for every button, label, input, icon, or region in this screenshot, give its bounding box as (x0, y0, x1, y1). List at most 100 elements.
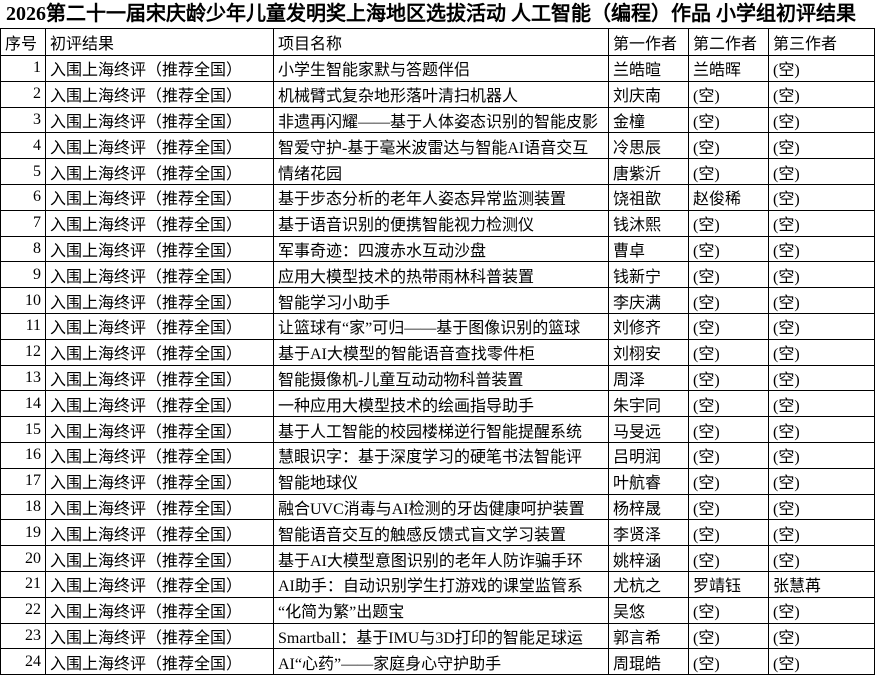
cell-row-number[interactable]: 6 (0, 183, 46, 211)
cell-author2[interactable]: (空) (688, 648, 769, 675)
cell-author3[interactable]: (空) (768, 519, 875, 547)
cell-author1[interactable]: 冷思辰 (608, 132, 689, 160)
cell-row-number[interactable]: 5 (0, 158, 46, 185)
cell-author1[interactable]: 刘修齐 (608, 312, 689, 340)
cell-project-name[interactable]: Smartball：基于IMU与3D打印的智能足球运 (273, 622, 609, 650)
cell-author2[interactable]: (空) (688, 493, 769, 521)
cell-row-number[interactable]: 7 (0, 209, 46, 237)
cell-project-name[interactable]: 情绪花园 (273, 158, 609, 185)
cell-author2[interactable]: (空) (688, 545, 769, 572)
cell-project-name[interactable]: 机械臂式复杂地形落叶清扫机器人 (273, 80, 609, 108)
cell-result[interactable]: 入围上海终评（推荐全国） (45, 648, 274, 675)
cell-project-name[interactable]: 基于AI大模型的智能语音查找零件柜 (273, 338, 609, 366)
cell-author1[interactable]: 李庆满 (608, 287, 689, 314)
column-header-no[interactable]: 序号 (0, 28, 46, 56)
cell-author2[interactable]: (空) (688, 364, 769, 392)
cell-author1[interactable]: 钱新宁 (608, 261, 689, 289)
cell-author1[interactable]: 刘栩安 (608, 338, 689, 366)
cell-project-name[interactable]: AI“心药”——家庭身心守护助手 (273, 648, 609, 675)
cell-author3[interactable]: (空) (768, 622, 875, 650)
column-header-author2[interactable]: 第二作者 (688, 28, 769, 56)
cell-row-number[interactable]: 2 (0, 80, 46, 108)
cell-result[interactable]: 入围上海终评（推荐全国） (45, 80, 274, 108)
cell-result[interactable]: 入围上海终评（推荐全国） (45, 390, 274, 418)
cell-result[interactable]: 入围上海终评（推荐全国） (45, 261, 274, 289)
cell-author2[interactable]: (空) (688, 416, 769, 443)
cell-author3[interactable]: (空) (768, 261, 875, 289)
cell-author3[interactable]: (空) (768, 80, 875, 108)
cell-author1[interactable]: 马旻远 (608, 416, 689, 443)
cell-author1[interactable]: 曹卓 (608, 235, 689, 263)
column-header-result[interactable]: 初评结果 (45, 28, 274, 56)
cell-project-name[interactable]: 智能学习小助手 (273, 287, 609, 314)
cell-project-name[interactable]: 智爱守护-基于毫米波雷达与智能AI语音交互 (273, 132, 609, 160)
cell-result[interactable]: 入围上海终评（推荐全国） (45, 441, 274, 469)
cell-author3[interactable]: (空) (768, 338, 875, 366)
cell-row-number[interactable]: 9 (0, 261, 46, 289)
cell-project-name[interactable]: 军事奇迹：四渡赤水互动沙盘 (273, 235, 609, 263)
cell-author1[interactable]: 刘庆南 (608, 80, 689, 108)
cell-author3[interactable]: (空) (768, 390, 875, 418)
cell-row-number[interactable]: 20 (0, 545, 46, 572)
cell-author2[interactable]: (空) (688, 132, 769, 160)
cell-result[interactable]: 入围上海终评（推荐全国） (45, 416, 274, 443)
cell-author1[interactable]: 吴悠 (608, 596, 689, 624)
cell-author3[interactable]: (空) (768, 106, 875, 134)
cell-author2[interactable]: (空) (688, 338, 769, 366)
cell-author1[interactable]: 叶航睿 (608, 467, 689, 495)
cell-row-number[interactable]: 3 (0, 106, 46, 134)
cell-author1[interactable]: 钱沐熙 (608, 209, 689, 237)
cell-author2[interactable]: (空) (688, 235, 769, 263)
cell-project-name[interactable]: 一种应用大模型技术的绘画指导助手 (273, 390, 609, 418)
cell-author2[interactable]: (空) (688, 209, 769, 237)
cell-project-name[interactable]: 应用大模型技术的热带雨林科普装置 (273, 261, 609, 289)
cell-author2[interactable]: (空) (688, 158, 769, 185)
cell-author2[interactable]: 赵俊稀 (688, 183, 769, 211)
column-header-project[interactable]: 项目名称 (273, 28, 609, 56)
cell-project-name[interactable]: 基于AI大模型意图识别的老年人防诈骗手环 (273, 545, 609, 572)
cell-author2[interactable]: 罗靖钰 (688, 570, 769, 598)
cell-result[interactable]: 入围上海终评（推荐全国） (45, 493, 274, 521)
cell-row-number[interactable]: 10 (0, 287, 46, 314)
cell-author3[interactable]: 张慧苒 (768, 570, 875, 598)
cell-author1[interactable]: 唐紫沂 (608, 158, 689, 185)
cell-author1[interactable]: 兰皓暄 (608, 55, 689, 82)
cell-author3[interactable]: (空) (768, 364, 875, 392)
column-header-author1[interactable]: 第一作者 (608, 28, 689, 56)
cell-author3[interactable]: (空) (768, 493, 875, 521)
cell-author3[interactable]: (空) (768, 209, 875, 237)
cell-author2[interactable]: (空) (688, 519, 769, 547)
cell-project-name[interactable]: 智能地球仪 (273, 467, 609, 495)
cell-author2[interactable]: (空) (688, 441, 769, 469)
cell-result[interactable]: 入围上海终评（推荐全国） (45, 622, 274, 650)
cell-author3[interactable]: (空) (768, 183, 875, 211)
column-header-author3[interactable]: 第三作者 (768, 28, 875, 56)
cell-author2[interactable]: (空) (688, 390, 769, 418)
cell-row-number[interactable]: 18 (0, 493, 46, 521)
cell-author3[interactable]: (空) (768, 158, 875, 185)
cell-author3[interactable]: (空) (768, 467, 875, 495)
cell-author3[interactable]: (空) (768, 55, 875, 82)
cell-row-number[interactable]: 15 (0, 416, 46, 443)
cell-project-name[interactable]: 慧眼识字：基于深度学习的硬笔书法智能评 (273, 441, 609, 469)
cell-result[interactable]: 入围上海终评（推荐全国） (45, 287, 274, 314)
cell-result[interactable]: 入围上海终评（推荐全国） (45, 519, 274, 547)
cell-author2[interactable]: 兰皓晖 (688, 55, 769, 82)
cell-row-number[interactable]: 13 (0, 364, 46, 392)
cell-project-name[interactable]: 基于人工智能的校园楼梯逆行智能提醒系统 (273, 416, 609, 443)
cell-author1[interactable]: 李贤泽 (608, 519, 689, 547)
cell-author1[interactable]: 周泽 (608, 364, 689, 392)
cell-row-number[interactable]: 21 (0, 570, 46, 598)
cell-author3[interactable]: (空) (768, 596, 875, 624)
cell-project-name[interactable]: 智能摄像机-儿童互动动物科普装置 (273, 364, 609, 392)
cell-project-name[interactable]: 智能语音交互的触感反馈式盲文学习装置 (273, 519, 609, 547)
cell-project-name[interactable]: “化简为繁”出题宝 (273, 596, 609, 624)
cell-author2[interactable]: (空) (688, 261, 769, 289)
cell-author3[interactable]: (空) (768, 312, 875, 340)
cell-row-number[interactable]: 8 (0, 235, 46, 263)
cell-result[interactable]: 入围上海终评（推荐全国） (45, 545, 274, 572)
cell-project-name[interactable]: 让篮球有“家”可归——基于图像识别的篮球 (273, 312, 609, 340)
cell-row-number[interactable]: 14 (0, 390, 46, 418)
cell-author2[interactable]: (空) (688, 596, 769, 624)
cell-result[interactable]: 入围上海终评（推荐全国） (45, 158, 274, 185)
